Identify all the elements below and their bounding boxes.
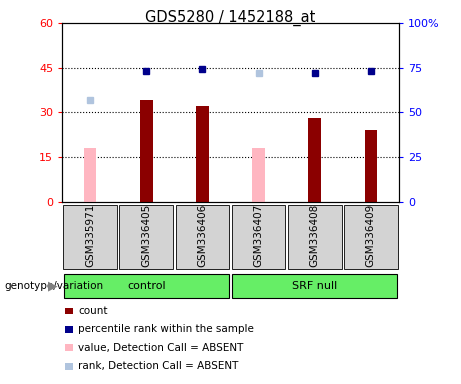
Text: GSM336405: GSM336405 bbox=[142, 204, 151, 267]
Text: control: control bbox=[127, 281, 165, 291]
Bar bbox=[308, 118, 321, 202]
Text: percentile rank within the sample: percentile rank within the sample bbox=[78, 324, 254, 334]
Bar bbox=[64, 274, 229, 298]
Bar bbox=[231, 205, 285, 270]
Bar bbox=[232, 274, 397, 298]
Text: rank, Detection Call = ABSENT: rank, Detection Call = ABSENT bbox=[78, 361, 239, 371]
Bar bbox=[288, 205, 342, 270]
Bar bbox=[176, 205, 230, 270]
Bar bbox=[365, 130, 377, 202]
Text: GDS5280 / 1452188_at: GDS5280 / 1452188_at bbox=[145, 10, 316, 26]
Bar bbox=[119, 205, 173, 270]
Bar bbox=[252, 148, 265, 202]
Bar bbox=[196, 106, 209, 202]
Text: ▶: ▶ bbox=[48, 280, 58, 293]
Text: GSM336409: GSM336409 bbox=[366, 204, 376, 267]
Bar bbox=[63, 205, 117, 270]
Text: GSM336408: GSM336408 bbox=[310, 204, 319, 267]
Text: GSM335971: GSM335971 bbox=[85, 204, 95, 268]
Bar bbox=[84, 148, 96, 202]
Text: GSM336406: GSM336406 bbox=[197, 204, 207, 267]
Text: genotype/variation: genotype/variation bbox=[5, 281, 104, 291]
Bar bbox=[140, 101, 153, 202]
Text: SRF null: SRF null bbox=[292, 281, 337, 291]
Text: value, Detection Call = ABSENT: value, Detection Call = ABSENT bbox=[78, 343, 244, 353]
Bar bbox=[344, 205, 398, 270]
Text: count: count bbox=[78, 306, 108, 316]
Text: GSM336407: GSM336407 bbox=[254, 204, 264, 267]
